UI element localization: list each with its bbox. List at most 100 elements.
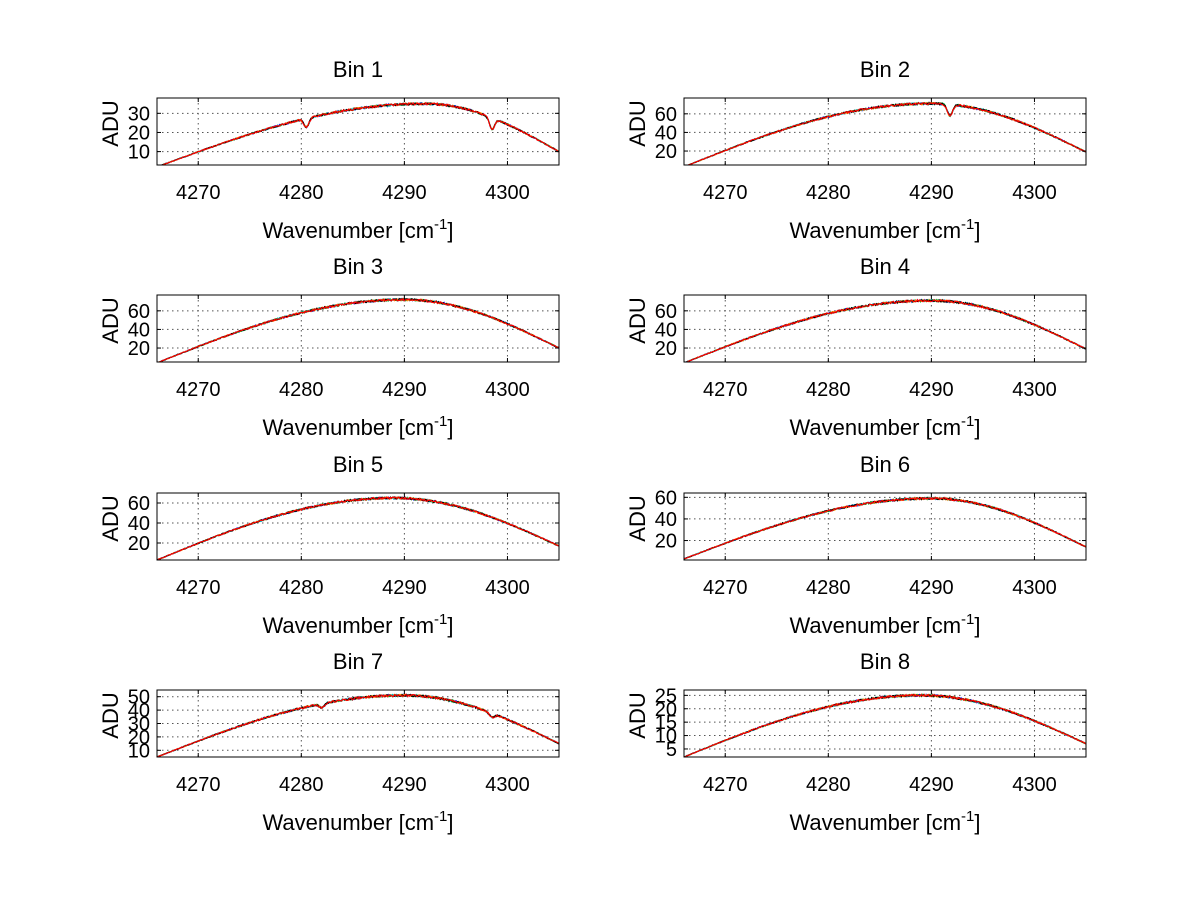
y-tick-label: 20 [128,727,150,749]
subplot-bin-4: Bin 4 ADU Wavenumber [cm-1] 4270 4280 4290… [625,254,1087,440]
subplot-title: Bin 6 [860,452,910,477]
axes-frame [156,294,560,363]
subplot-title: Bin 8 [860,649,910,674]
x-tick-label: 4280 [279,182,324,204]
y-tick-label: 40 [128,513,150,535]
subplot-bin-3: Bin 3 ADU Wavenumber [cm-1] 4270 4280 4290… [98,254,560,440]
subplot-bin-5: Bin 5 ADU Wavenumber [cm-1] 4270 4280 4290… [98,452,560,638]
y-tick-label: 30 [128,714,150,736]
spectrum-trace-6 [686,101,1086,165]
x-axis-label-text: Wavenumber [cm [789,810,961,835]
y-axis-label: ADU [625,495,650,541]
y-axis-label: ADU [625,100,650,146]
x-axis-label-exponent: -1 [434,611,447,628]
x-tick-label: 4300 [1012,774,1057,796]
subplot-title: Bin 4 [860,254,910,279]
axes-frame [683,97,1087,166]
x-axis-label: Wavenumber [cm-1] [262,413,453,440]
x-tick-label: 4270 [176,379,221,401]
x-tick-label: 4280 [279,379,324,401]
x-axis-label-bracket: ] [447,810,453,835]
subplot-bin-8: Bin 8 ADU Wavenumber [cm-1] 4270 4280 4290… [625,649,1087,835]
y-axis-label: ADU [98,692,123,738]
y-tick-label: 60 [128,493,150,515]
y-tick-label: 15 [655,712,677,734]
axes-frame [683,689,1087,758]
x-tick-label: 4280 [806,774,851,796]
axes-frame [683,492,1087,561]
y-tick-label: 20 [655,531,677,553]
x-tick-label: 4290 [909,182,954,204]
x-tick-label: 4280 [806,577,851,599]
y-tick-label: 20 [655,338,677,360]
x-axis-label-bracket: ] [974,810,980,835]
subplot-bin-2: Bin 2 ADU Wavenumber [cm-1] 4270 4280 4290… [625,57,1087,243]
spectrum-trace-6 [157,496,559,560]
x-tick-label: 4290 [382,577,427,599]
y-tick-label: 40 [655,509,677,531]
x-axis-label: Wavenumber [cm-1] [789,611,980,638]
x-axis-label: Wavenumber [cm-1] [262,216,453,243]
y-tick-label: 30 [128,103,150,125]
y-tick-label: 40 [128,700,150,722]
x-axis-label-exponent: -1 [434,413,447,430]
y-tick-label: 40 [128,319,150,341]
y-tick-label: 60 [655,487,677,509]
x-axis-label-text: Wavenumber [cm [789,218,961,243]
x-axis-label-bracket: ] [447,415,453,440]
x-tick-label: 4270 [176,577,221,599]
x-axis-label: Wavenumber [cm-1] [789,413,980,440]
x-tick-label: 4300 [485,182,530,204]
y-axis-label: ADU [625,297,650,343]
x-tick-label: 4300 [485,774,530,796]
x-tick-label: 4270 [176,774,221,796]
x-tick-label: 4300 [1012,577,1057,599]
y-tick-label: 5 [666,739,677,761]
x-tick-label: 4280 [806,182,851,204]
x-tick-label: 4290 [382,182,427,204]
spectrum-trace-6 [157,693,559,757]
y-tick-label: 20 [655,141,677,163]
x-axis-label: Wavenumber [cm-1] [789,216,980,243]
x-tick-label: 4270 [703,774,748,796]
x-tick-label: 4290 [382,379,427,401]
subplot-bin-7: Bin 7 ADU Wavenumber [cm-1] 4270 4280 4290… [98,649,560,835]
x-tick-label: 4290 [909,379,954,401]
y-tick-label: 40 [655,122,677,144]
spectrum-trace-6 [157,297,559,362]
y-tick-label: 60 [128,301,150,323]
x-axis-label: Wavenumber [cm-1] [262,808,453,835]
subplot-title: Bin 7 [333,649,383,674]
y-tick-label: 25 [655,685,677,707]
y-tick-label: 10 [128,142,150,164]
x-axis-label-bracket: ] [447,613,453,638]
y-tick-label: 10 [655,726,677,748]
spectrum-trace-6 [684,693,1086,757]
y-tick-label: 60 [655,104,677,126]
spectrum-trace-6 [684,496,1086,560]
subplot-title: Bin 2 [860,57,910,82]
x-tick-label: 4270 [703,577,748,599]
y-axis-label: ADU [98,297,123,343]
y-axis-label: ADU [98,100,123,146]
y-tick-label: 40 [655,319,677,341]
x-tick-label: 4290 [909,774,954,796]
x-tick-label: 4300 [1012,182,1057,204]
x-tick-label: 4280 [279,577,324,599]
x-axis-label-text: Wavenumber [cm [262,810,434,835]
subplot-bin-1: Bin 1 ADU Wavenumber [cm-1] 4270 4280 4290… [98,57,560,243]
x-axis-label: Wavenumber [cm-1] [262,611,453,638]
y-tick-label: 20 [128,338,150,360]
x-tick-label: 4300 [485,379,530,401]
x-axis-label: Wavenumber [cm-1] [789,808,980,835]
y-tick-label: 20 [128,122,150,144]
x-axis-label-text: Wavenumber [cm [262,613,434,638]
